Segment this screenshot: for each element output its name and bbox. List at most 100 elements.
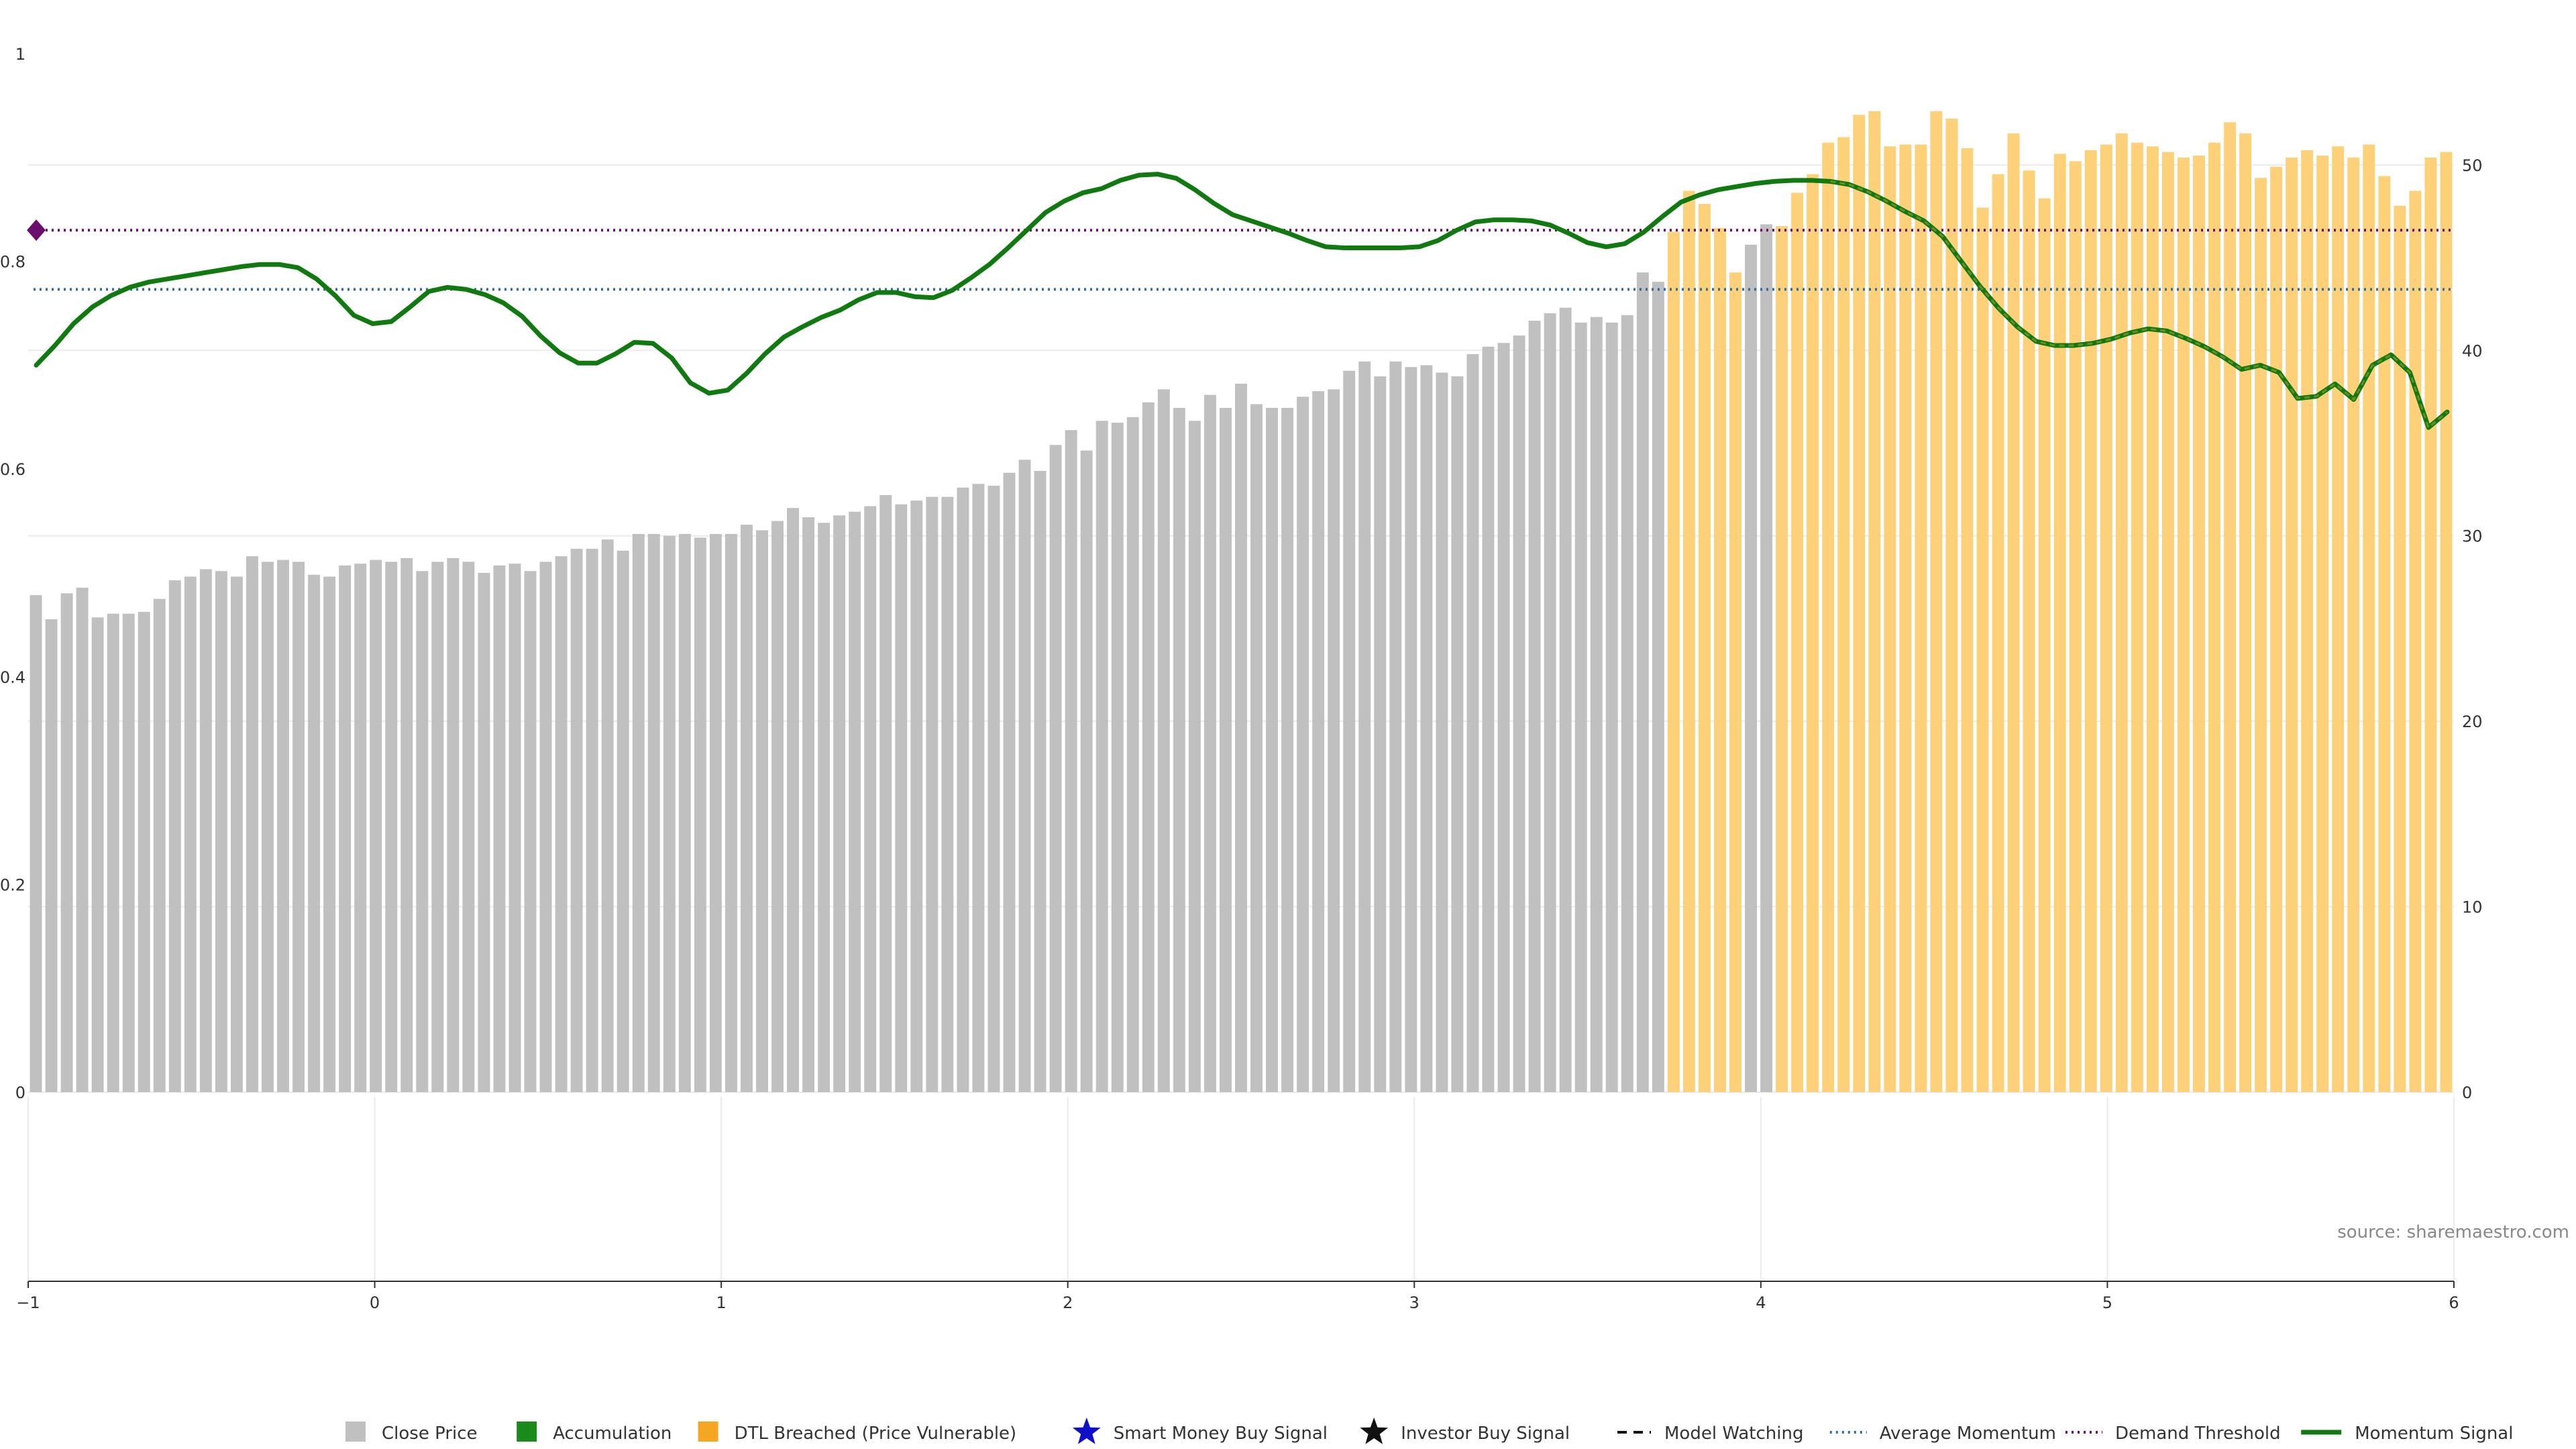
close-price-bar	[107, 613, 119, 1092]
legend-item: Close Price	[345, 1421, 478, 1444]
legend-label: Average Momentum	[1880, 1424, 2056, 1444]
close-price-bar	[122, 613, 135, 1092]
close-price-bar	[1111, 423, 1124, 1092]
close-price-bar	[1652, 282, 1664, 1092]
close-price-bar	[910, 500, 923, 1092]
dtl-breached-bar	[2192, 156, 2205, 1092]
close-price-bar	[787, 508, 800, 1092]
close-price-bar	[91, 617, 104, 1092]
close-price-bar	[246, 556, 258, 1092]
close-price-bar	[1513, 335, 1525, 1092]
right-axis-tick-label: 0	[2462, 1083, 2472, 1102]
close-price-bar	[1235, 384, 1247, 1092]
close-price-bar	[60, 593, 73, 1092]
close-price-bar	[1405, 367, 1417, 1093]
dtl-breached-bar	[1682, 191, 1695, 1092]
dtl-breached-bar	[2347, 157, 2360, 1092]
close-price-bar	[1590, 317, 1603, 1092]
demand-threshold-marker	[27, 219, 46, 241]
close-price-bar	[957, 487, 969, 1092]
star-black-icon	[1360, 1417, 1389, 1444]
right-axis-tick-label: 20	[2462, 712, 2483, 731]
dtl-breached-bar	[2255, 178, 2267, 1093]
x-axis-tick-label: −1	[16, 1293, 40, 1312]
close-price-bar	[76, 588, 89, 1092]
dtl-breached-bar	[1822, 142, 1835, 1093]
dtl-breached-bar	[1698, 203, 1711, 1092]
close-price-bar	[400, 557, 413, 1092]
close-price-bar	[1574, 322, 1587, 1092]
dtl-breached-bar	[1976, 207, 1989, 1093]
close-price-bar	[941, 496, 954, 1092]
dtl-breached-bar	[2440, 152, 2453, 1092]
legend-item: DTL Breached (Price Vulnerable)	[698, 1421, 1016, 1444]
close-price-bar	[416, 571, 429, 1092]
close-price-bar	[895, 504, 908, 1092]
close-price-bar	[647, 533, 660, 1092]
dtl-breached-bar	[1884, 146, 1896, 1093]
dtl-breached-bar	[2394, 205, 2406, 1092]
close-price-bar	[678, 533, 691, 1092]
dtl-breached-bar	[1714, 227, 1726, 1093]
dtl-breached-bar	[2146, 146, 2159, 1093]
close-price-bar	[1049, 445, 1062, 1092]
dtl-breached-bar	[2084, 150, 2097, 1093]
left-axis-tick-label: 1	[15, 45, 25, 64]
close-price-bar	[1297, 396, 1309, 1092]
close-price-bar	[616, 550, 629, 1092]
close-price-bar	[230, 576, 243, 1092]
close-price-bar	[1358, 361, 1371, 1092]
square-orange-icon	[698, 1421, 718, 1442]
close-price-bar	[1544, 313, 1556, 1092]
dtl-breached-bar	[1915, 144, 1927, 1093]
legend-item: Smart Money Buy Signal	[1072, 1417, 1328, 1444]
close-price-bar	[462, 561, 475, 1092]
dtl-breached-bar	[1667, 231, 1680, 1092]
close-price-bar	[1436, 372, 1448, 1093]
close-price-bar	[926, 496, 938, 1092]
dtl-breached-bar	[1776, 226, 1788, 1093]
dtl-breached-bar	[2023, 170, 2035, 1092]
close-price-bar	[818, 523, 830, 1092]
close-price-bar	[1003, 472, 1016, 1092]
close-price-bar	[1482, 346, 1495, 1092]
close-price-bar	[570, 549, 583, 1092]
close-price-bar	[45, 619, 58, 1092]
left-axis-tick-label: 0.6	[0, 460, 25, 479]
close-price-bar	[555, 556, 568, 1092]
right-axis-tick-label: 30	[2462, 527, 2483, 546]
dtl-breached-bar	[1945, 118, 1958, 1092]
model-watching-overlay	[1830, 180, 2448, 429]
close-price-bar	[864, 506, 877, 1092]
close-price-bar	[1420, 365, 1433, 1092]
x-axis-tick-label: 3	[1409, 1293, 1419, 1312]
close-price-bar	[508, 564, 521, 1092]
close-price-bar	[1760, 224, 1773, 1092]
close-price-bar	[1328, 389, 1340, 1092]
close-price-bar	[1266, 407, 1279, 1092]
close-price-bar	[879, 494, 892, 1092]
close-price-bar	[1389, 361, 1402, 1092]
legend-item: Model Watching	[1617, 1424, 1803, 1444]
right-axis-tick-label: 10	[2462, 898, 2483, 917]
right-axis-tick-label: 50	[2462, 156, 2483, 175]
star-blue-icon	[1072, 1417, 1101, 1444]
legend-label: Demand Threshold	[2115, 1424, 2281, 1444]
close-price-bar	[199, 569, 212, 1092]
dtl-breached-bar	[1992, 174, 2004, 1093]
close-price-bar	[1018, 460, 1031, 1092]
close-price-bar	[1466, 354, 1479, 1092]
close-price-bar	[308, 574, 321, 1092]
dtl-breached-bar	[1853, 115, 1866, 1093]
dtl-breached-bar	[1791, 193, 1804, 1092]
dtl-breached-bar	[2177, 157, 2190, 1092]
left-axis-tick-label: 0.8	[0, 253, 25, 272]
legend-item: Investor Buy Signal	[1360, 1417, 1570, 1444]
close-price-bar	[168, 580, 181, 1092]
dtl-breached-bar	[1837, 137, 1850, 1092]
legend-label: Momentum Signal	[2355, 1424, 2513, 1444]
legend-item: Average Momentum	[1829, 1424, 2056, 1444]
close-price-bar	[1173, 407, 1185, 1092]
